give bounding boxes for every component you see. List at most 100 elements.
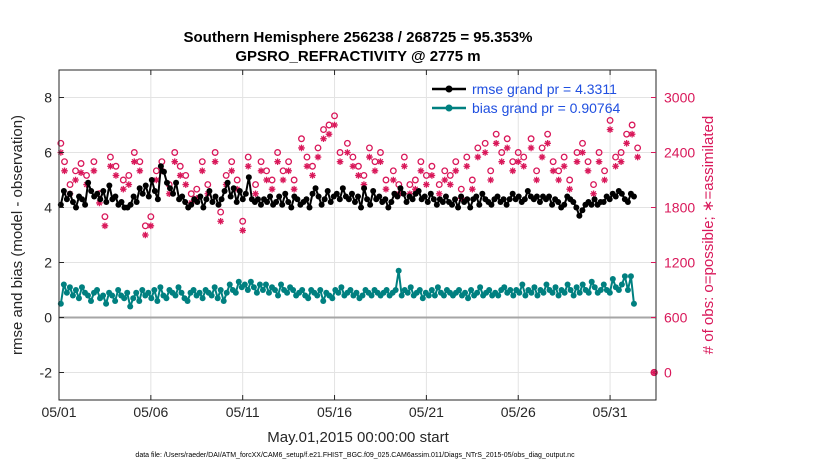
- possible-point-24: [193, 185, 201, 193]
- rmse-point-153: [521, 196, 528, 203]
- rmse-point-62: [245, 174, 252, 181]
- rmse-point-162: [549, 201, 556, 208]
- y-left-tick-label-2: 2: [44, 255, 52, 271]
- y-right-tick-label-4: 2400: [664, 145, 695, 161]
- rmse-point-93: [339, 185, 346, 192]
- rmse-point-146: [500, 196, 507, 203]
- rmse-point-61: [242, 190, 249, 197]
- rmse-point-59: [236, 188, 243, 194]
- bias-point-51: [211, 284, 218, 291]
- assimilated-point-79: [509, 167, 517, 175]
- rmse-point-54: [221, 188, 228, 194]
- rmse-point-176: [591, 196, 598, 203]
- assimilated-point-77: [498, 158, 505, 165]
- assimilated-point-96: [606, 126, 614, 133]
- rmse-point-2: [63, 196, 70, 203]
- rmse-point-16: [106, 182, 113, 189]
- bias-point-6: [75, 295, 82, 302]
- bias-point-145: [495, 292, 502, 299]
- rmse-point-4: [69, 199, 76, 205]
- rmse-point-108: [385, 204, 392, 211]
- bias-point-18: [112, 298, 119, 304]
- possible-point-41: [290, 176, 298, 184]
- bias-point-98: [353, 289, 360, 296]
- bias-point-90: [329, 295, 336, 302]
- assimilated-point-33: [244, 162, 252, 170]
- assimilated-point-100: [628, 130, 636, 138]
- possible-point-34: [252, 181, 260, 189]
- bias-point-86: [317, 287, 324, 293]
- assimilated-point-93: [590, 190, 597, 198]
- rmse-point-170: [573, 204, 580, 211]
- bias-point-26: [136, 298, 143, 304]
- bias-point-29: [145, 289, 152, 296]
- assimilated-point-89: [566, 185, 573, 193]
- possible-point-94: [595, 149, 603, 156]
- assimilated-point-71: [463, 162, 471, 170]
- legend-rmse-marker: [445, 85, 453, 93]
- assimilated-point-67: [441, 176, 449, 184]
- bias-point-150: [510, 292, 517, 299]
- rmse-point-46: [197, 193, 204, 200]
- y-right-tick-label-2: 1200: [664, 255, 695, 271]
- bias-point-64: [250, 284, 257, 291]
- y-left-tick-label-4: 6: [44, 145, 52, 161]
- rmse-point-88: [324, 188, 331, 194]
- rmse-point-154: [524, 188, 531, 194]
- bias-point-85: [314, 292, 321, 299]
- possible-point-38: [274, 149, 282, 156]
- bias-point-44: [190, 287, 197, 293]
- bias-point-65: [253, 289, 260, 296]
- rmse-point-137: [473, 193, 480, 200]
- assimilated-point-12: [125, 181, 133, 188]
- assimilated-point-80: [514, 158, 522, 165]
- assimilated-point-73: [474, 153, 482, 161]
- bias-point-19: [115, 287, 122, 293]
- rmse-point-116: [409, 196, 416, 203]
- bias-point-169: [567, 287, 574, 293]
- bias-point-39: [175, 284, 182, 291]
- y-right-tick-label-3: 1800: [664, 200, 695, 216]
- assimilated-point-75: [487, 176, 494, 184]
- rmse-point-32: [154, 196, 161, 203]
- assimilated-point-15: [142, 231, 149, 239]
- possible-point-27: [211, 149, 219, 156]
- rmse-point-151: [515, 193, 522, 200]
- bias-point-93: [338, 284, 345, 291]
- assimilated-point-1: [61, 167, 68, 175]
- assimilated-point-94: [595, 158, 603, 165]
- assimilated-point-74: [481, 149, 489, 156]
- bias-point-167: [561, 289, 568, 296]
- possible-point-30: [228, 158, 236, 166]
- rmse-point-48: [203, 196, 210, 203]
- assimilated-point-16: [147, 222, 155, 230]
- possible-point-83: [533, 167, 541, 175]
- assimilated-point-4: [77, 169, 85, 176]
- y-right-tick-label-0: 0: [664, 365, 672, 381]
- bias-point-116: [407, 284, 414, 291]
- bias-point-177: [591, 284, 598, 291]
- possible-point-0: [57, 139, 65, 147]
- y-axis-left-ticks: -2 0 2 4 6 8: [40, 90, 64, 381]
- bias-point-24: [130, 295, 137, 302]
- possible-point-97: [612, 153, 620, 161]
- bias-point-52: [214, 295, 221, 302]
- rmse-point-127: [442, 193, 449, 200]
- rmse-point-147: [503, 201, 510, 208]
- rmse-point-34: [160, 168, 167, 175]
- assimilated-point-65: [428, 172, 436, 179]
- rmse-point-175: [588, 201, 595, 208]
- rmse-point-12: [94, 190, 101, 197]
- rmse-point-144: [494, 193, 501, 200]
- assimilated-point-32: [239, 227, 246, 234]
- possible-point-13: [130, 149, 138, 156]
- bias-point-189: [627, 273, 634, 280]
- legend-rmse-label: rmse grand pr = 4.3311: [472, 81, 617, 97]
- x-tick-label-3: 05/16: [317, 404, 352, 420]
- rmse-point-76: [288, 204, 295, 211]
- rmse-point-95: [345, 196, 352, 203]
- bias-point-62: [244, 287, 251, 293]
- possible-point-50: [343, 139, 351, 147]
- possible-point-20: [171, 149, 179, 156]
- bias-point-56: [226, 281, 233, 288]
